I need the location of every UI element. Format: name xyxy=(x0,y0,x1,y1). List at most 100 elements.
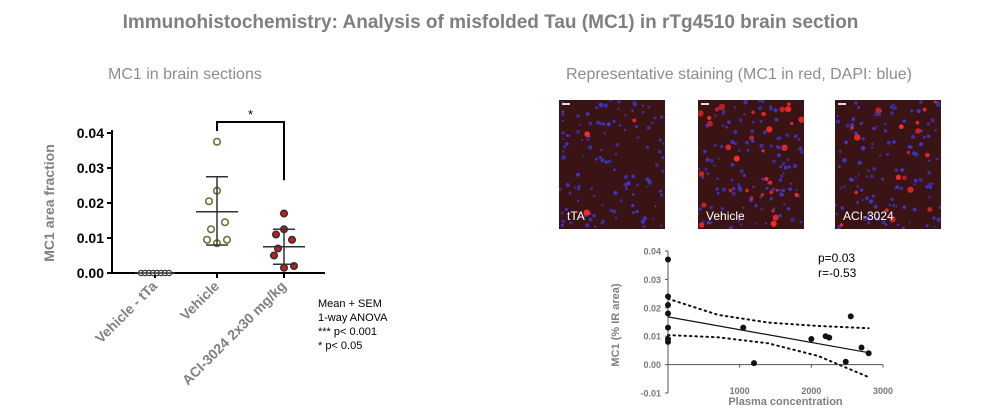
dapi-nucleus xyxy=(751,120,755,124)
staining-panel-tta: tTA xyxy=(559,100,665,229)
dapi-nucleus xyxy=(579,124,581,126)
dapi-nucleus xyxy=(854,176,857,179)
dapi-nucleus xyxy=(792,163,798,169)
dapi-nucleus xyxy=(928,182,932,187)
dapi-nucleus xyxy=(859,121,863,125)
dapi-nucleus xyxy=(588,145,593,150)
legend-line: *** p< 0.001 xyxy=(318,326,378,338)
dapi-nucleus xyxy=(623,128,626,131)
dapi-nucleus xyxy=(625,187,628,190)
dapi-nucleus xyxy=(661,169,665,173)
y-tick-label: 0.03 xyxy=(77,160,104,176)
dapi-nucleus xyxy=(789,182,793,185)
dapi-nucleus xyxy=(928,195,931,199)
dapi-nucleus xyxy=(892,204,896,207)
dapi-nucleus xyxy=(574,186,577,189)
mc1-signal xyxy=(924,152,930,158)
dot-plot-chart: 0.00 0.01 0.02 0.03 0.04 MC1 area fraction Veh… xyxy=(41,107,325,388)
mc1-signal xyxy=(632,118,637,123)
dapi-nucleus xyxy=(603,103,608,108)
dapi-nucleus xyxy=(727,120,731,124)
significance-star: * xyxy=(248,107,253,122)
dapi-nucleus xyxy=(743,113,746,116)
y-axis-label: MC1 (% IR area) xyxy=(610,283,622,366)
data-point xyxy=(279,209,289,218)
dapi-nucleus xyxy=(926,122,930,126)
mc1-signal xyxy=(749,135,755,141)
dapi-nucleus xyxy=(631,203,635,208)
dapi-nucleus xyxy=(933,225,936,228)
dapi-nucleus xyxy=(612,119,616,123)
r-value-annotation: r=-0.53 xyxy=(818,266,857,280)
mc1-signal xyxy=(850,126,854,130)
dapi-nucleus xyxy=(733,106,736,109)
data-point xyxy=(269,251,279,260)
dapi-nucleus xyxy=(581,138,584,141)
dapi-nucleus xyxy=(742,174,746,177)
data-point xyxy=(206,225,216,234)
dapi-nucleus xyxy=(731,191,736,196)
dapi-nucleus xyxy=(916,109,921,113)
dapi-nucleus xyxy=(560,223,564,227)
dapi-nucleus xyxy=(856,200,860,205)
dapi-nucleus xyxy=(781,162,786,166)
dapi-nucleus xyxy=(619,199,623,203)
dapi-nucleus xyxy=(919,100,923,104)
dapi-nucleus xyxy=(634,124,639,129)
dapi-nucleus xyxy=(615,142,620,147)
dapi-nucleus xyxy=(732,187,736,191)
dapi-nucleus xyxy=(658,138,662,142)
data-point xyxy=(222,235,232,244)
dapi-nucleus xyxy=(651,121,654,125)
dapi-nucleus xyxy=(874,217,878,221)
legend-line: Mean + SEM xyxy=(318,298,382,310)
dapi-nucleus xyxy=(631,174,635,178)
dapi-nucleus xyxy=(701,176,705,180)
x-tick-label: Vehicle - tTa xyxy=(92,278,160,346)
dapi-nucleus xyxy=(588,217,593,222)
dapi-nucleus xyxy=(779,189,782,192)
dapi-nucleus xyxy=(559,187,562,191)
mc1-signal xyxy=(751,110,755,115)
dapi-nucleus xyxy=(717,157,720,160)
dapi-nucleus xyxy=(593,225,597,228)
dapi-nucleus xyxy=(577,199,580,202)
dapi-nucleus xyxy=(590,187,594,191)
y-tick-label: 0.01 xyxy=(643,332,661,342)
dapi-nucleus xyxy=(614,216,618,220)
dapi-nucleus xyxy=(875,125,878,128)
dapi-nucleus xyxy=(890,197,894,201)
dapi-nucleus xyxy=(889,111,894,116)
data-point xyxy=(751,360,757,367)
dapi-nucleus xyxy=(740,213,744,217)
dapi-nucleus xyxy=(561,155,566,160)
dapi-nucleus xyxy=(854,101,858,105)
dapi-nucleus xyxy=(935,157,939,161)
dapi-nucleus xyxy=(881,177,885,181)
dapi-nucleus xyxy=(762,130,767,135)
dapi-nucleus xyxy=(926,134,931,138)
dapi-nucleus xyxy=(725,126,728,129)
staining-panel-vehicle: Vehicle xyxy=(698,100,804,229)
dapi-nucleus xyxy=(576,114,580,118)
dapi-nucleus xyxy=(561,113,565,117)
panel-label: tTA xyxy=(567,209,585,223)
panel-label: ACI-3024 xyxy=(843,209,894,223)
x-axis-label: Plasma concentration xyxy=(728,396,843,408)
dapi-nucleus xyxy=(714,114,717,117)
dapi-nucleus xyxy=(870,146,874,150)
dapi-nucleus xyxy=(839,149,842,152)
dapi-nucleus xyxy=(892,107,896,110)
dapi-nucleus xyxy=(871,194,875,198)
dapi-nucleus xyxy=(576,129,580,134)
dapi-nucleus xyxy=(938,205,941,209)
dapi-nucleus xyxy=(836,119,840,124)
mc1-signal xyxy=(854,134,861,141)
mc1-signal xyxy=(779,106,785,113)
dapi-nucleus xyxy=(618,124,621,127)
dapi-nucleus xyxy=(925,184,930,189)
dapi-nucleus xyxy=(646,145,650,149)
dapi-nucleus xyxy=(909,145,913,149)
mc1-signal xyxy=(749,196,754,200)
data-point xyxy=(287,235,297,244)
